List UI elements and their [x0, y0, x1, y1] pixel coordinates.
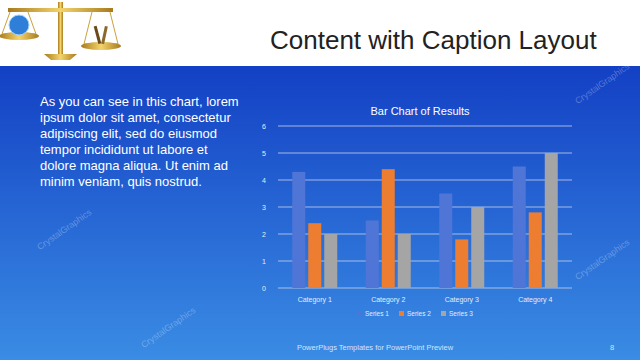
y-tick-label: 6	[262, 123, 266, 130]
y-tick-label: 4	[262, 177, 266, 184]
bar	[366, 221, 379, 289]
caption-line: dolore magna aliqua. Ut enim ad	[40, 158, 228, 173]
scale-string	[2, 12, 36, 34]
bar	[529, 212, 542, 288]
bar	[471, 207, 484, 288]
legend-label: Series 3	[449, 310, 473, 317]
x-tick-label: Category 1	[298, 296, 332, 304]
legend-swatch	[357, 311, 362, 316]
grid-line	[278, 153, 572, 154]
bar	[513, 167, 526, 289]
footer: PowerPlugs Templates for PowerPoint Prev…	[297, 343, 454, 352]
bar	[455, 239, 468, 288]
legend-swatch	[399, 311, 404, 316]
x-tick-label: Category 2	[371, 296, 405, 304]
y-tick-label: 0	[262, 285, 266, 292]
slide-title: Content with Caption Layout	[270, 25, 597, 55]
grid	[278, 126, 572, 288]
bar	[382, 169, 395, 288]
grid-line	[278, 261, 572, 262]
legend-label: Series 2	[407, 310, 431, 317]
grid-line	[278, 234, 572, 235]
watermark: CrystalGraphics	[573, 237, 632, 282]
scale-base	[44, 54, 77, 60]
scales-image	[0, 2, 121, 60]
pencil	[101, 26, 108, 44]
slide: Content with Caption Layout As you can se…	[0, 0, 640, 360]
grid-line	[278, 288, 572, 289]
y-tick-label: 5	[262, 150, 266, 157]
caption-line: adipiscing elit, sed do eiusmod	[40, 126, 217, 141]
caption: As you can see in this chart, loremipsum…	[40, 94, 239, 189]
legend: Series 1 Series 2 Series 3	[357, 310, 473, 317]
chart-title: Bar Chart of Results	[370, 105, 470, 117]
watermark: CrystalGraphics	[573, 61, 632, 106]
scale-beam	[8, 8, 113, 12]
y-tick-label: 2	[262, 231, 266, 238]
header-band	[0, 0, 640, 66]
caption-line: ipsum dolor sit amet, consectetur	[40, 110, 231, 125]
x-tick-label: Category 4	[518, 296, 552, 304]
watermark: CrystalGraphics	[35, 207, 94, 252]
legend-label: Series 1	[365, 310, 389, 317]
bar	[308, 223, 321, 288]
bar	[439, 194, 452, 289]
caption-line: As you can see in this chart, lorem	[40, 94, 239, 109]
x-tick-label: Category 3	[445, 296, 479, 304]
watermark: CrystalGraphics	[139, 305, 198, 350]
bar	[545, 153, 558, 288]
y-tick-label: 1	[262, 258, 266, 265]
caption-line: minim veniam, quis nostrud.	[40, 174, 202, 189]
grid-line	[278, 180, 572, 181]
page-number: 8	[610, 343, 614, 352]
caption-line: tempor incididunt ut labore et	[40, 142, 208, 157]
globe	[9, 15, 29, 35]
legend-swatch	[441, 311, 446, 316]
bar	[324, 234, 337, 288]
body-band	[0, 66, 640, 360]
bar	[398, 234, 411, 288]
bar	[292, 172, 305, 288]
y-tick-label: 3	[262, 204, 266, 211]
pencil	[94, 26, 102, 44]
bars	[292, 153, 558, 288]
scale-string	[84, 12, 118, 44]
grid-line	[278, 207, 572, 208]
grid-line	[278, 126, 572, 127]
